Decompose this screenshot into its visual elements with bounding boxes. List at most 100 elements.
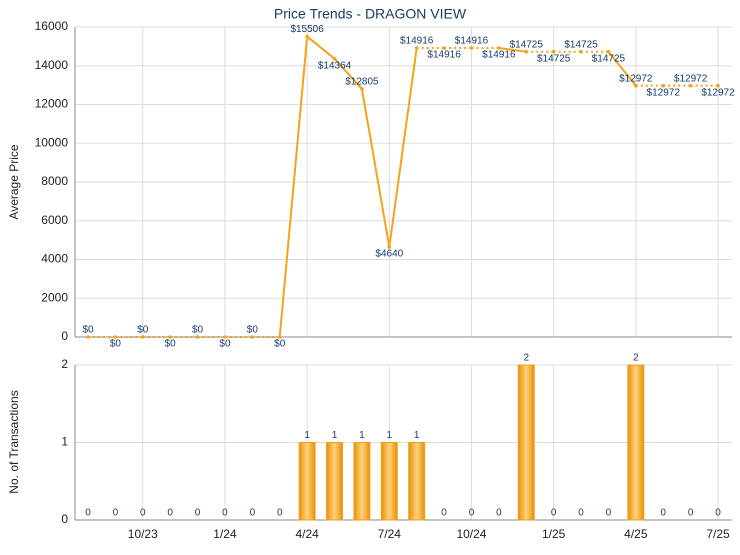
bar — [380, 442, 398, 521]
y-tick-label: 6000 — [41, 213, 68, 227]
data-label: $14725 — [510, 39, 544, 50]
x-tick-label: 10/23 — [128, 527, 158, 541]
point — [414, 46, 419, 50]
data-label: 0 — [469, 508, 475, 519]
y-tick-label: 4000 — [41, 252, 68, 266]
data-label: 0 — [195, 508, 201, 519]
y-axis-label: No. of Transactions — [7, 390, 21, 493]
data-label: 0 — [85, 508, 91, 519]
data-label: $0 — [110, 339, 122, 350]
data-label: $14916 — [427, 50, 461, 61]
data-label: 0 — [277, 508, 283, 519]
data-label: $12972 — [647, 87, 681, 98]
point — [716, 83, 720, 88]
y-axis-label: Average Price — [7, 144, 21, 219]
bar — [408, 442, 426, 521]
y-tick-label: 2000 — [41, 290, 68, 304]
data-label: 2 — [633, 353, 639, 364]
x-tick-label: 4/24 — [295, 527, 319, 541]
point — [387, 245, 392, 249]
data-label: $14725 — [564, 39, 598, 50]
data-label: $14725 — [537, 53, 571, 64]
data-label: $14916 — [482, 50, 516, 61]
line-segment — [360, 88, 391, 248]
data-label: 0 — [222, 508, 228, 519]
line-segment — [607, 51, 637, 87]
point — [497, 46, 501, 50]
data-label: 0 — [441, 508, 447, 519]
y-tick-label: 12000 — [35, 97, 69, 111]
point — [469, 46, 474, 50]
x-tick-label: 7/25 — [706, 527, 730, 541]
bar — [353, 442, 371, 521]
data-label: $4640 — [375, 249, 403, 260]
point — [332, 56, 337, 61]
point — [223, 335, 227, 339]
data-label: 1 — [414, 430, 420, 441]
point — [140, 335, 145, 339]
line-segment — [333, 58, 363, 90]
data-label: 0 — [660, 508, 666, 519]
y-tick-label: 14000 — [35, 58, 69, 72]
point — [442, 46, 446, 50]
data-label: $0 — [192, 325, 204, 336]
line-segment — [498, 47, 527, 53]
data-label: 0 — [578, 508, 584, 519]
bar — [517, 364, 535, 521]
data-label: $14916 — [455, 36, 489, 47]
x-tick-label: 1/24 — [213, 527, 237, 541]
y-tick-label: 0 — [61, 512, 68, 526]
data-label: $12805 — [345, 77, 379, 88]
data-label: 0 — [688, 508, 694, 519]
line-segment — [278, 36, 309, 338]
data-label: $0 — [247, 325, 259, 336]
y-tick-label: 10000 — [35, 135, 69, 149]
point — [195, 335, 200, 339]
data-label: 0 — [606, 508, 612, 519]
x-tick-label: 7/24 — [378, 527, 402, 541]
data-label: 0 — [113, 508, 119, 519]
point — [606, 49, 611, 54]
point — [305, 34, 309, 39]
data-label: $0 — [165, 339, 177, 350]
bar — [326, 442, 344, 521]
data-label: 0 — [250, 508, 256, 519]
point — [688, 83, 693, 88]
data-label: 1 — [387, 430, 393, 441]
data-label: 0 — [496, 508, 502, 519]
point — [579, 49, 583, 54]
point — [360, 87, 364, 91]
data-label: 0 — [167, 508, 173, 519]
point — [634, 83, 638, 88]
x-tick-label: 4/25 — [624, 527, 648, 541]
data-label: $15506 — [290, 24, 324, 35]
point — [113, 335, 118, 339]
data-label: $14364 — [318, 60, 352, 71]
point — [86, 335, 90, 339]
bar — [298, 442, 316, 521]
data-label: 1 — [332, 430, 338, 441]
data-label: $12972 — [701, 87, 735, 98]
data-label: $14725 — [592, 53, 626, 64]
data-label: $0 — [219, 339, 231, 350]
chart-title: Price Trends - DRAGON VIEW — [274, 6, 467, 22]
point — [661, 83, 666, 88]
y-tick-label: 2 — [61, 357, 68, 371]
data-label: $12972 — [674, 73, 708, 84]
x-tick-label: 10/24 — [456, 527, 486, 541]
x-tick-label: 1/25 — [542, 527, 566, 541]
data-label: $0 — [82, 325, 94, 336]
y-tick-label: 16000 — [35, 19, 69, 33]
data-label: 0 — [551, 508, 557, 519]
data-label: 1 — [359, 430, 365, 441]
data-label: $0 — [274, 339, 286, 350]
data-label: $14916 — [400, 36, 434, 47]
data-label: 0 — [715, 508, 721, 519]
line-segment — [306, 35, 336, 60]
data-label: 1 — [304, 430, 310, 441]
point — [168, 335, 172, 339]
data-label: 0 — [140, 508, 146, 519]
y-tick-label: 0 — [61, 329, 68, 343]
y-tick-label: 1 — [61, 435, 68, 449]
